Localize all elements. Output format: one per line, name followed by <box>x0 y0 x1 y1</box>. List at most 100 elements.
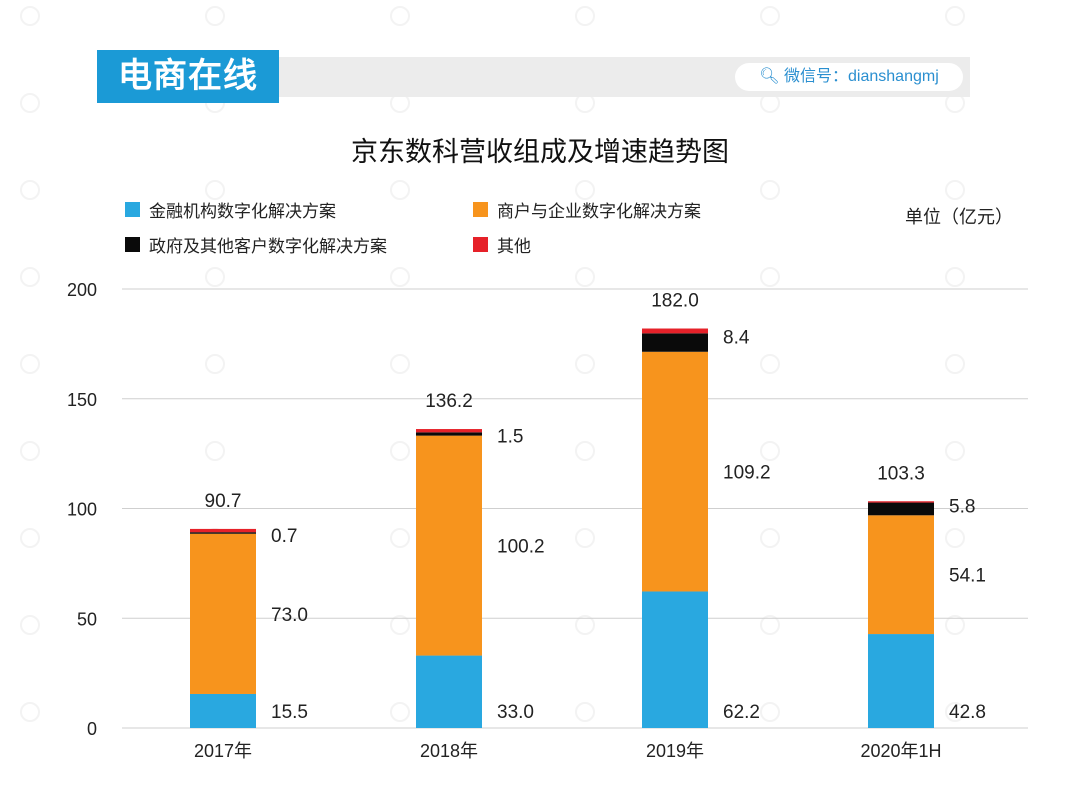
watermark-logo-icon <box>20 267 40 287</box>
watermark-logo-icon <box>760 180 780 200</box>
watermark-logo-icon <box>575 267 595 287</box>
bar-segment <box>416 435 482 656</box>
watermark-logo-icon <box>760 441 780 461</box>
watermark-logo-icon <box>945 6 965 26</box>
watermark-logo-icon <box>390 354 410 374</box>
bar-segment <box>190 528 256 533</box>
watermark-logo-icon <box>575 615 595 635</box>
watermark-logo-icon <box>20 6 40 26</box>
y-tick-label: 200 <box>67 280 97 300</box>
finance-value-label: 42.8 <box>949 702 986 723</box>
legend-merchant: 商户与企业数字化解决方案 <box>473 197 701 222</box>
merchant-value-label: 109.2 <box>723 463 771 484</box>
legend-swatch <box>125 237 140 252</box>
unit-label: 单位（亿元） <box>905 207 1013 227</box>
watermark-logo-icon <box>20 93 40 113</box>
bar-segment <box>868 501 934 503</box>
watermark-logo-icon <box>575 528 595 548</box>
watermark-logo-icon <box>760 354 780 374</box>
watermark-logo-icon <box>760 702 780 722</box>
watermark-logo-icon <box>205 267 225 287</box>
watermark-logo-icon <box>760 267 780 287</box>
wechat-text: 微信号：dianshangmj <box>784 68 939 85</box>
watermark-logo-icon <box>760 615 780 635</box>
legend-label: 其他 <box>497 237 531 256</box>
watermark-logo-icon <box>945 528 965 548</box>
bar-segment <box>190 532 256 534</box>
finance-value-label: 15.5 <box>271 702 308 723</box>
bar-segment <box>416 432 482 436</box>
watermark-logo-icon <box>760 6 780 26</box>
legend-label: 金融机构数字化解决方案 <box>149 202 336 221</box>
legend-label: 商户与企业数字化解决方案 <box>497 202 701 221</box>
legend-swatch <box>473 237 488 252</box>
watermark-logo-icon <box>945 441 965 461</box>
watermark-logo-icon <box>20 354 40 374</box>
watermark-logo-icon <box>20 615 40 635</box>
watermark-logo-icon <box>390 528 410 548</box>
total-label: 90.7 <box>205 491 242 512</box>
y-tick-label: 100 <box>67 500 97 520</box>
bar-segment <box>416 429 482 433</box>
bar-segment <box>868 515 934 635</box>
chart-title: 京东数科营收组成及增速趋势图 <box>351 137 729 167</box>
watermark-logo-icon <box>945 180 965 200</box>
watermark-logo-icon <box>945 354 965 374</box>
x-tick-label: 2019年 <box>646 741 704 761</box>
legend-other: 其他 <box>473 232 531 257</box>
merchant-value-label: 100.2 <box>497 537 545 558</box>
x-tick-label: 2018年 <box>420 741 478 761</box>
watermark-logo-icon <box>575 702 595 722</box>
merchant-value-label: 54.1 <box>949 566 986 587</box>
watermark-logo-icon <box>575 6 595 26</box>
bar-segment <box>642 351 708 592</box>
y-tick-label: 150 <box>67 390 97 410</box>
bar-segment <box>642 591 708 728</box>
legend-label: 政府及其他客户数字化解决方案 <box>149 237 387 256</box>
watermark-logo-icon <box>575 180 595 200</box>
x-tick-label: 2017年 <box>194 741 252 761</box>
y-tick-label: 0 <box>87 719 97 739</box>
legend-gov: 政府及其他客户数字化解决方案 <box>125 232 387 257</box>
watermark-logo-icon <box>20 180 40 200</box>
bar-segment <box>190 533 256 694</box>
watermark-logo-icon <box>20 441 40 461</box>
wechat-id: 🔍︎ 微信号：dianshangmj <box>735 63 963 91</box>
finance-value-label: 62.2 <box>723 702 760 723</box>
bar-segment <box>190 693 256 728</box>
watermark-logo-icon <box>390 180 410 200</box>
watermark-logo-icon <box>205 354 225 374</box>
total-label: 182.0 <box>651 291 699 312</box>
watermark-logo-icon <box>945 267 965 287</box>
gov-value-label: 8.4 <box>723 327 750 348</box>
watermark-logo-icon <box>575 354 595 374</box>
bar-segment <box>868 502 934 516</box>
total-label: 103.3 <box>877 463 925 484</box>
legend-finance: 金融机构数字化解决方案 <box>125 197 336 222</box>
bar-segment <box>416 655 482 728</box>
watermark-logo-icon <box>390 267 410 287</box>
watermark-logo-icon <box>760 528 780 548</box>
gov-value-label: 5.8 <box>949 497 975 518</box>
watermark-logo-icon <box>205 441 225 461</box>
legend-swatch <box>125 202 140 217</box>
total-label: 136.2 <box>425 391 473 412</box>
watermark-logo-icon <box>205 180 225 200</box>
watermark-logo-icon <box>390 6 410 26</box>
watermark-logo-icon <box>945 615 965 635</box>
watermark-logo-icon <box>945 702 965 722</box>
watermark-logo-icon <box>20 702 40 722</box>
bar-segment <box>642 333 708 352</box>
finance-value-label: 33.0 <box>497 702 534 723</box>
watermark-logo-icon <box>390 441 410 461</box>
x-tick-label: 2020年1H <box>860 741 941 761</box>
watermark-logo-icon <box>390 702 410 722</box>
bar-segment <box>642 328 708 334</box>
bar-segment <box>868 634 934 728</box>
gov-value-label: 1.5 <box>497 426 523 447</box>
search-icon: 🔍︎ <box>759 68 780 85</box>
watermark-logo-icon <box>205 6 225 26</box>
watermark-logo-icon <box>20 528 40 548</box>
